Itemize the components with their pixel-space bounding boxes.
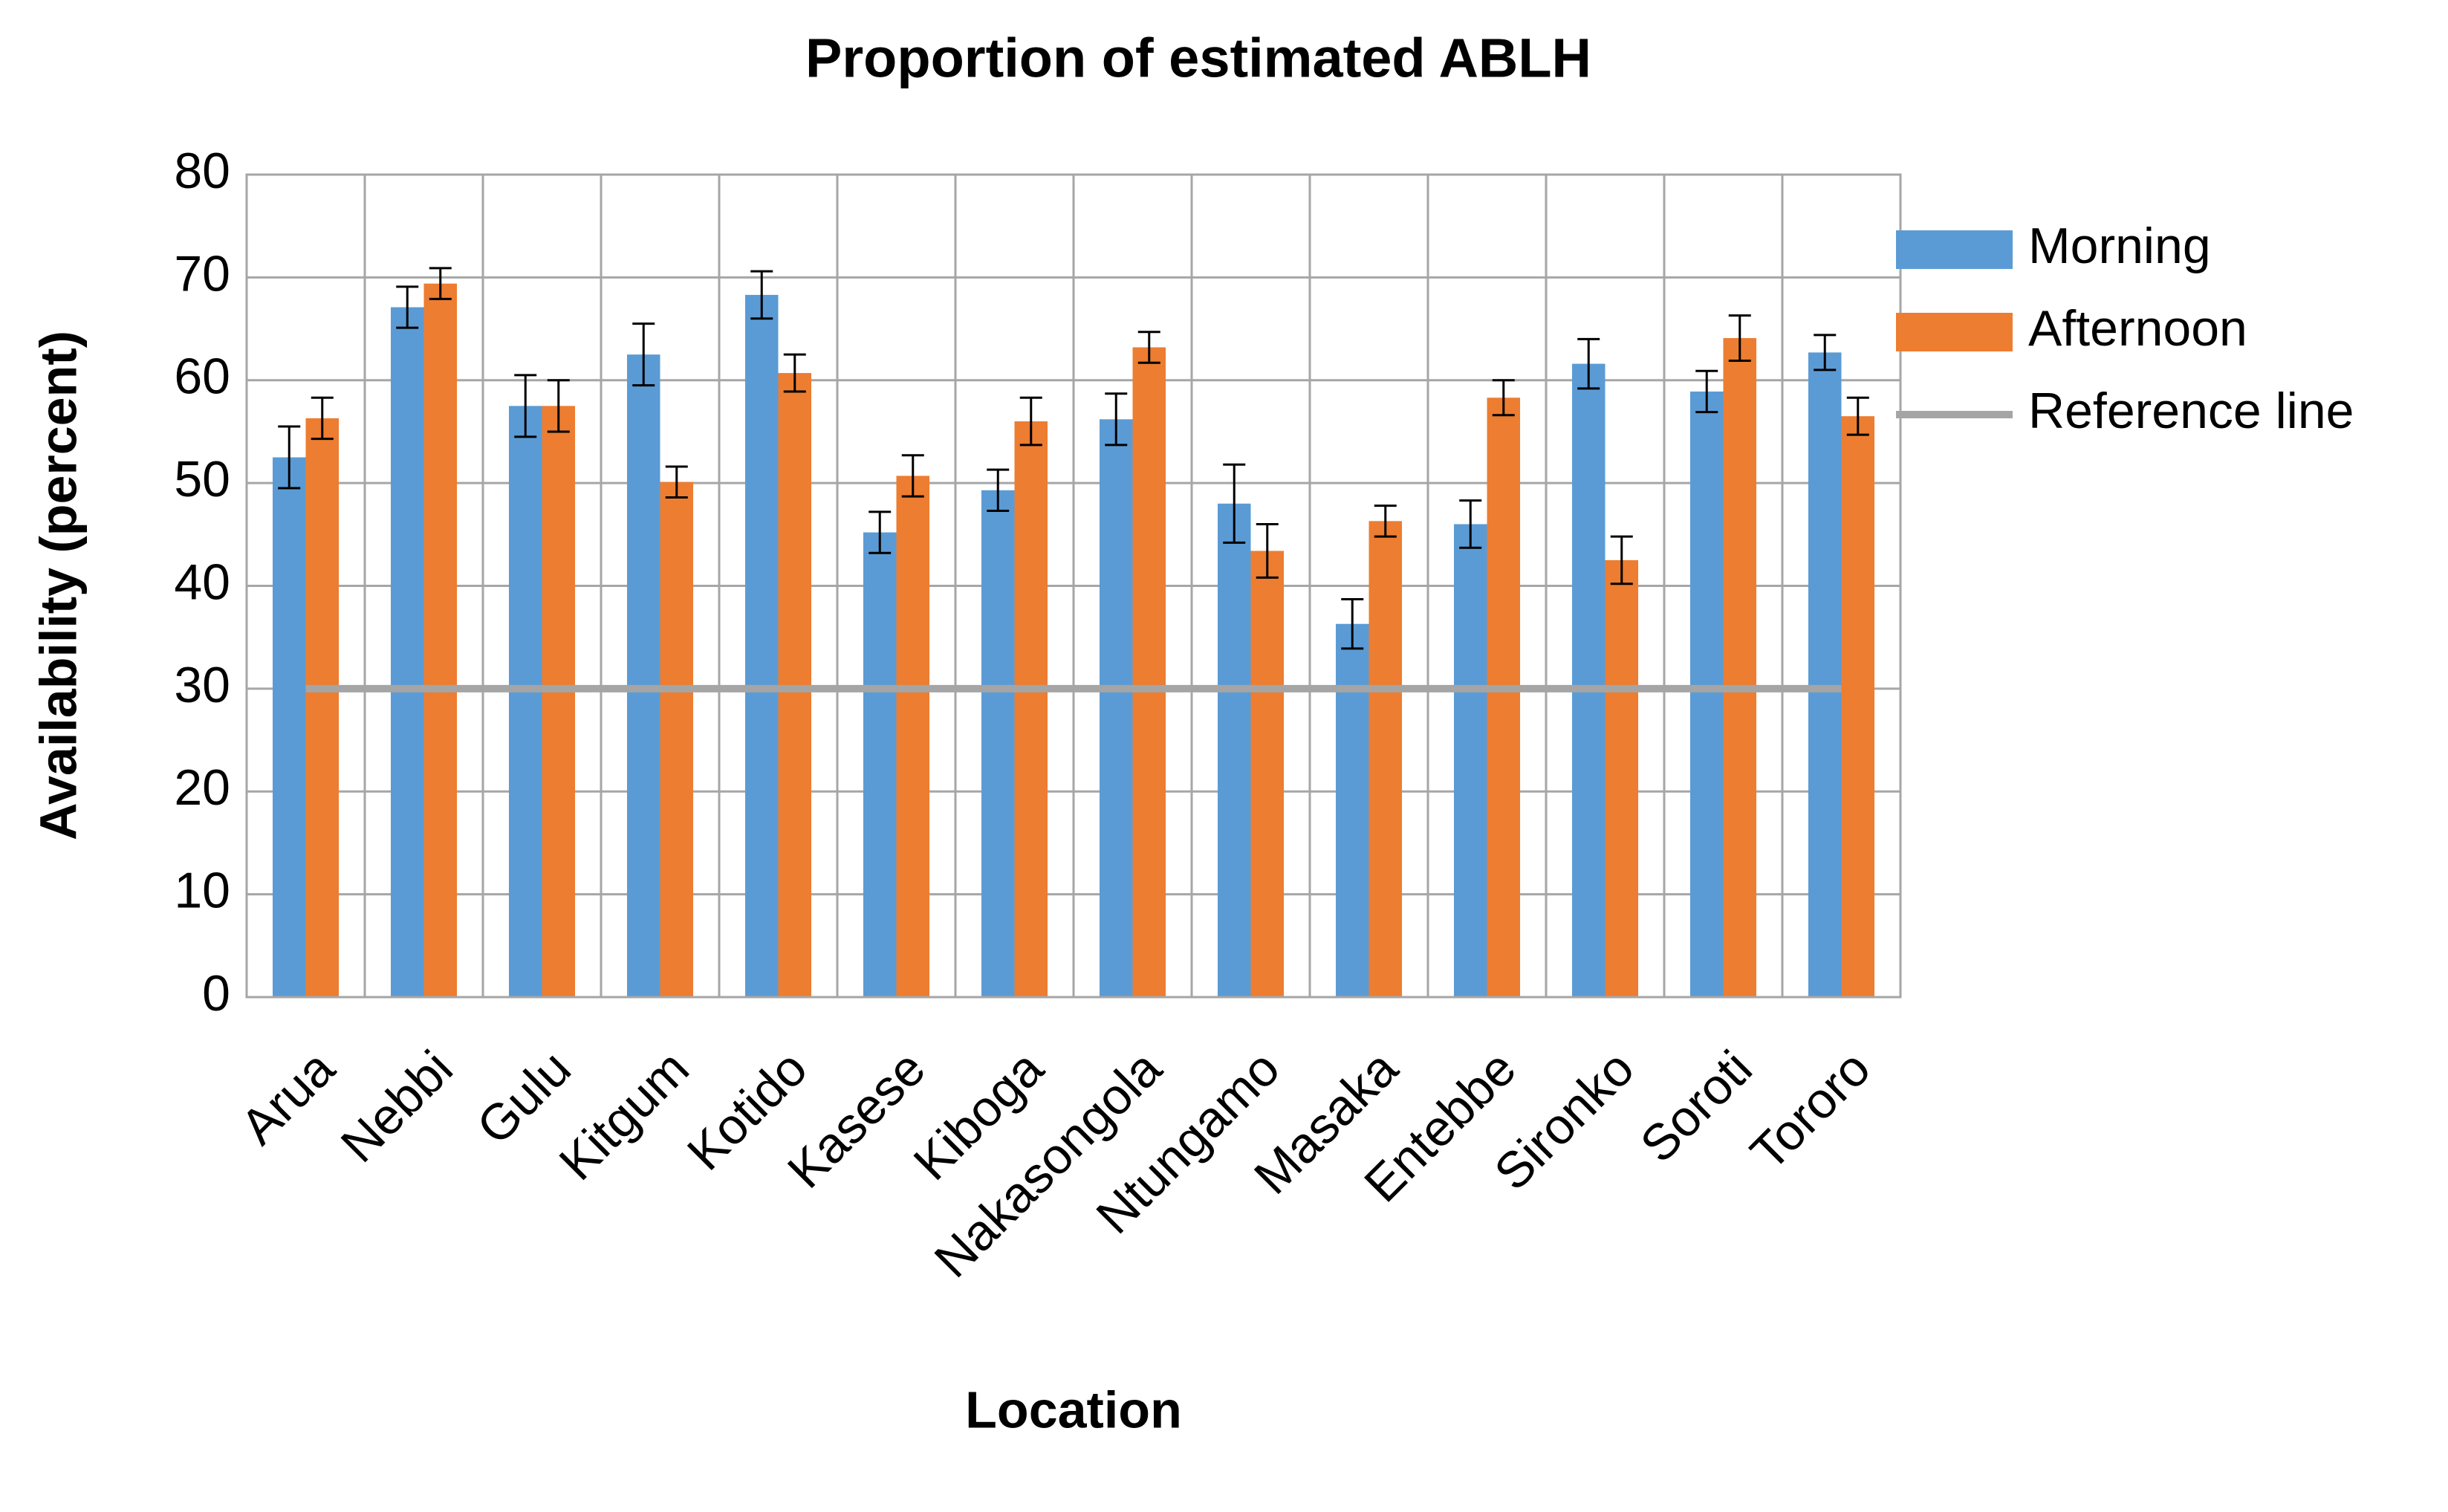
y-tick-label: 30	[174, 657, 230, 713]
error-bar	[514, 374, 537, 438]
error-bar	[987, 468, 1010, 512]
bar	[1487, 398, 1521, 997]
x-tick-label: Kitgum	[548, 1040, 699, 1191]
y-tick-label: 40	[174, 554, 230, 610]
error-bar	[1137, 331, 1160, 364]
bar	[863, 532, 897, 997]
error-bar	[1695, 369, 1718, 414]
chart-title: Proportion of estimated ABLH	[805, 27, 1591, 89]
x-axis-label: Location	[965, 1380, 1182, 1438]
error-bar	[1459, 499, 1482, 549]
error-bar	[1577, 337, 1600, 390]
bar	[1014, 421, 1048, 997]
y-tick-label: 70	[174, 245, 230, 302]
error-bar	[1105, 392, 1128, 447]
bar	[508, 406, 542, 997]
bar	[896, 476, 930, 997]
bar	[1369, 521, 1403, 997]
error-bar	[1256, 522, 1279, 579]
bar	[272, 457, 306, 997]
y-tick-label: 10	[174, 863, 230, 919]
error-bar	[1223, 463, 1246, 544]
bar	[1689, 391, 1724, 997]
bar	[626, 354, 660, 997]
x-tick-label: Soroti	[1629, 1040, 1762, 1173]
legend-swatch	[1896, 313, 2013, 351]
plot-border	[245, 173, 1902, 999]
bar	[1250, 551, 1285, 997]
bar	[542, 406, 576, 997]
error-bar	[311, 396, 334, 441]
y-tick-label: 20	[174, 759, 230, 816]
error-bar	[1610, 535, 1633, 585]
error-bar	[665, 465, 688, 499]
bar	[1605, 559, 1639, 997]
bar	[305, 418, 340, 997]
y-tick-label: 50	[174, 451, 230, 507]
error-bar	[547, 379, 570, 433]
legend-swatch	[1896, 230, 2013, 269]
y-axis-label: Availability (percent)	[29, 331, 87, 840]
error-bar	[429, 267, 452, 300]
error-bar	[1728, 314, 1751, 362]
error-bar	[278, 425, 301, 490]
error-bar	[869, 510, 892, 554]
y-tick-label: 80	[174, 143, 230, 199]
x-tick-label: Arua	[230, 1039, 345, 1155]
error-bar	[1492, 379, 1515, 417]
legend-label: Afternoon	[2028, 300, 2247, 357]
bar	[1217, 503, 1251, 997]
bar	[1132, 347, 1166, 998]
legend-label: Reference line	[2028, 383, 2354, 439]
error-bar	[1019, 396, 1042, 447]
error-bar	[901, 454, 924, 498]
bar	[1808, 352, 1842, 997]
bar	[1335, 623, 1369, 997]
bar	[1099, 419, 1133, 997]
y-tick-label: 60	[174, 348, 230, 405]
error-bar	[632, 322, 655, 387]
bar	[390, 307, 424, 997]
bar	[744, 294, 779, 997]
legend-label: Morning	[2028, 218, 2211, 274]
error-bar	[396, 285, 419, 329]
error-bar	[1374, 504, 1397, 538]
error-bar	[783, 353, 806, 393]
bar	[1841, 416, 1875, 997]
x-tick-label: Nebbi	[330, 1040, 463, 1173]
bar	[1571, 363, 1606, 997]
x-tick-label: Tororo	[1740, 1040, 1881, 1181]
bar	[981, 490, 1015, 997]
bar	[423, 283, 458, 997]
y-tick-label: 0	[202, 965, 230, 1022]
error-bar	[1341, 597, 1364, 650]
bar	[660, 481, 694, 997]
error-bar	[750, 270, 773, 320]
error-bar	[1846, 396, 1869, 436]
bar	[1453, 524, 1487, 997]
error-bar	[1814, 334, 1837, 371]
bar	[1723, 338, 1757, 997]
